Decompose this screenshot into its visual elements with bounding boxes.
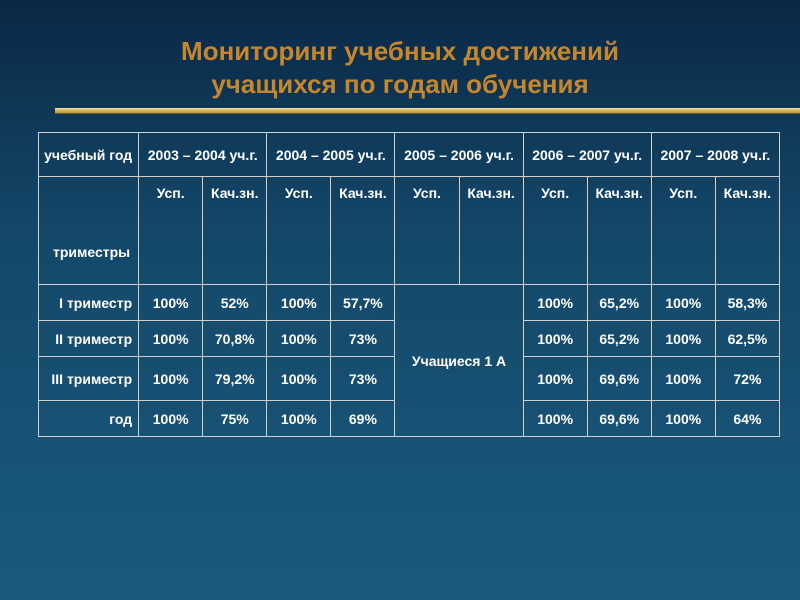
year-0: 2003 – 2004 уч.г.: [139, 133, 267, 177]
page-title: Мониторинг учебных достижений учащихся п…: [181, 35, 619, 100]
row-label-0: I триместр: [39, 285, 139, 321]
cell: 100%: [267, 285, 331, 321]
sub-3-1: Кач.зн.: [587, 177, 651, 285]
table-row: I триместр 100% 52% 100% 57,7% Учащиеся …: [39, 285, 780, 321]
title-block: Мониторинг учебных достижений учащихся п…: [0, 0, 800, 100]
cell: 69%: [331, 401, 395, 437]
sub-0-1: Кач.зн.: [203, 177, 267, 285]
monitoring-table: учебный год 2003 – 2004 уч.г. 2004 – 200…: [38, 132, 780, 437]
year-1: 2004 – 2005 уч.г.: [267, 133, 395, 177]
header-left: учебный год: [39, 133, 139, 177]
cell: 57,7%: [331, 285, 395, 321]
cell: 79,2%: [203, 357, 267, 401]
cell: 100%: [267, 321, 331, 357]
sub-3-0: Усп.: [523, 177, 587, 285]
cell: 100%: [139, 401, 203, 437]
header-row-sub: триместры Усп. Кач.зн. Усп. Кач.зн. Усп.…: [39, 177, 780, 285]
sub-1-0: Усп.: [267, 177, 331, 285]
cell: 100%: [523, 357, 587, 401]
cell: 52%: [203, 285, 267, 321]
header-row-years: учебный год 2003 – 2004 уч.г. 2004 – 200…: [39, 133, 780, 177]
cell: 100%: [139, 285, 203, 321]
cell: 73%: [331, 357, 395, 401]
year-3: 2006 – 2007 уч.г.: [523, 133, 651, 177]
cell: 100%: [523, 285, 587, 321]
title-line2: учащихся по годам обучения: [211, 69, 588, 99]
cell: 69,6%: [587, 401, 651, 437]
cell: 58,3%: [715, 285, 779, 321]
cell: 100%: [139, 321, 203, 357]
cell: 72%: [715, 357, 779, 401]
cell: 100%: [267, 357, 331, 401]
year-2: 2005 – 2006 уч.г.: [395, 133, 523, 177]
cell: 73%: [331, 321, 395, 357]
cell: 70,8%: [203, 321, 267, 357]
cell: 75%: [203, 401, 267, 437]
sub-4-1: Кач.зн.: [715, 177, 779, 285]
row-label-3: год: [39, 401, 139, 437]
table-container: учебный год 2003 – 2004 уч.г. 2004 – 200…: [0, 114, 800, 437]
cell: 100%: [651, 285, 715, 321]
sub-0-0: Усп.: [139, 177, 203, 285]
sub-1-1: Кач.зн.: [331, 177, 395, 285]
title-line1: Мониторинг учебных достижений: [181, 36, 619, 66]
cell: 100%: [267, 401, 331, 437]
merged-cell: Учащиеся 1 А: [395, 285, 523, 437]
cell: 100%: [139, 357, 203, 401]
row-label-1: II триместр: [39, 321, 139, 357]
cell: 65,2%: [587, 285, 651, 321]
cell: 65,2%: [587, 321, 651, 357]
cell: 100%: [651, 401, 715, 437]
cell: 100%: [523, 321, 587, 357]
sub-4-0: Усп.: [651, 177, 715, 285]
year-4: 2007 – 2008 уч.г.: [651, 133, 779, 177]
sub-2-1: Кач.зн.: [459, 177, 523, 285]
cell: 64%: [715, 401, 779, 437]
row-label-2: III триместр: [39, 357, 139, 401]
cell: 62,5%: [715, 321, 779, 357]
sub-left: триместры: [39, 177, 139, 285]
cell: 100%: [523, 401, 587, 437]
cell: 100%: [651, 357, 715, 401]
cell: 100%: [651, 321, 715, 357]
cell: 69,6%: [587, 357, 651, 401]
sub-2-0: Усп.: [395, 177, 459, 285]
